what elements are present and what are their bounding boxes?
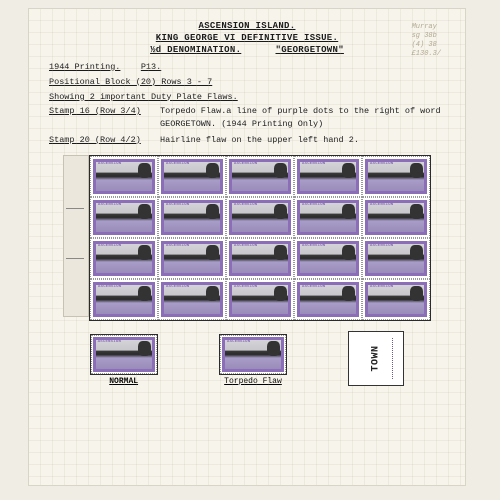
stamp-design bbox=[297, 159, 359, 194]
stamp-block-of-20 bbox=[49, 155, 445, 321]
stamp20-label: Stamp 20 (Row 4/2) bbox=[49, 134, 154, 147]
stamp-design bbox=[297, 200, 359, 235]
stamp-design bbox=[229, 241, 291, 276]
normal-stamp bbox=[90, 334, 158, 375]
stamp-design bbox=[365, 241, 427, 276]
printing-line: 1944 Printing. P13. bbox=[49, 61, 445, 74]
comparison-row: NORMAL Torpedo Flaw TOWN bbox=[49, 331, 445, 386]
stamp-design bbox=[297, 282, 359, 317]
stamp-design bbox=[365, 282, 427, 317]
stamp bbox=[90, 279, 158, 320]
stamps-grid bbox=[89, 155, 431, 321]
stamp bbox=[362, 238, 430, 279]
stamp-design bbox=[93, 282, 155, 317]
stamp-design bbox=[93, 200, 155, 235]
stamp bbox=[158, 197, 226, 238]
stamp-design bbox=[297, 241, 359, 276]
stamp bbox=[294, 197, 362, 238]
stamp bbox=[362, 279, 430, 320]
pencil-annotation: Murray sg 38b (4) 38 £130.3/ bbox=[412, 23, 441, 59]
flaw-text: TOWN bbox=[371, 345, 382, 371]
catalog-page: Murray sg 38b (4) 38 £130.3/ ASCENSION I… bbox=[28, 8, 466, 486]
stamp bbox=[158, 238, 226, 279]
stamp bbox=[158, 279, 226, 320]
normal-caption: NORMAL bbox=[109, 377, 138, 386]
stamp bbox=[90, 156, 158, 197]
stamp16-label: Stamp 16 (Row 3/4) bbox=[49, 105, 154, 131]
stamp20-row: Stamp 20 (Row 4/2) Hairline flaw on the … bbox=[49, 134, 445, 147]
stamp bbox=[226, 279, 294, 320]
description-block: 1944 Printing. P13. Positional Block (20… bbox=[49, 61, 445, 147]
design-name: "GEORGETOWN" bbox=[276, 45, 344, 55]
torpedo-stamp bbox=[219, 334, 287, 375]
stamp-design bbox=[161, 241, 223, 276]
stamp bbox=[158, 156, 226, 197]
positional-info: Positional Block (20) Rows 3 - 7 bbox=[49, 76, 445, 89]
stamp bbox=[90, 197, 158, 238]
printing-year: 1944 Printing. bbox=[49, 62, 120, 72]
flaw-diagram-group: TOWN bbox=[348, 331, 404, 386]
denomination: ½d DENOMINATION. bbox=[150, 45, 241, 55]
stamp bbox=[294, 238, 362, 279]
pencil-line: Murray bbox=[412, 23, 441, 32]
stamp bbox=[226, 156, 294, 197]
stamp-design bbox=[365, 159, 427, 194]
stamp-design bbox=[229, 159, 291, 194]
stamp bbox=[226, 197, 294, 238]
stamp-design bbox=[161, 159, 223, 194]
stamp-design bbox=[229, 200, 291, 235]
subtitle: KING GEORGE VI DEFINITIVE ISSUE. bbox=[49, 33, 445, 43]
flaws-heading: Showing 2 important Duty Plate Flaws. bbox=[49, 91, 445, 104]
stamp-design bbox=[161, 200, 223, 235]
stamp-design bbox=[93, 159, 155, 194]
stamp-design bbox=[93, 241, 155, 276]
pencil-line: sg 38b bbox=[412, 32, 441, 41]
sheet-margin bbox=[63, 155, 89, 317]
stamp bbox=[294, 279, 362, 320]
title: ASCENSION ISLAND. bbox=[49, 21, 445, 31]
stamp bbox=[90, 238, 158, 279]
stamp16-desc: Torpedo Flaw.a line of purple dots to th… bbox=[160, 105, 445, 131]
normal-stamp-group: NORMAL bbox=[90, 334, 158, 386]
stamp20-desc: Hairline flaw on the upper left hand 2. bbox=[160, 134, 445, 147]
torpedo-flaw-diagram: TOWN bbox=[348, 331, 404, 386]
stamp bbox=[362, 197, 430, 238]
pencil-line: £130.3/ bbox=[412, 50, 441, 59]
stamp16-row: Stamp 16 (Row 3/4) Torpedo Flaw.a line o… bbox=[49, 105, 445, 131]
denom-line: ½d DENOMINATION. "GEORGETOWN" bbox=[49, 45, 445, 55]
stamp bbox=[294, 156, 362, 197]
pencil-line: (4) 38 bbox=[412, 41, 441, 50]
perforation: P13. bbox=[141, 62, 161, 72]
torpedo-caption: Torpedo Flaw bbox=[224, 377, 282, 386]
stamp-design bbox=[365, 200, 427, 235]
page-header: ASCENSION ISLAND. KING GEORGE VI DEFINIT… bbox=[49, 21, 445, 55]
stamp-design bbox=[161, 282, 223, 317]
stamp-design bbox=[229, 282, 291, 317]
torpedo-stamp-group: Torpedo Flaw bbox=[219, 334, 287, 386]
stamp bbox=[362, 156, 430, 197]
stamp bbox=[226, 238, 294, 279]
